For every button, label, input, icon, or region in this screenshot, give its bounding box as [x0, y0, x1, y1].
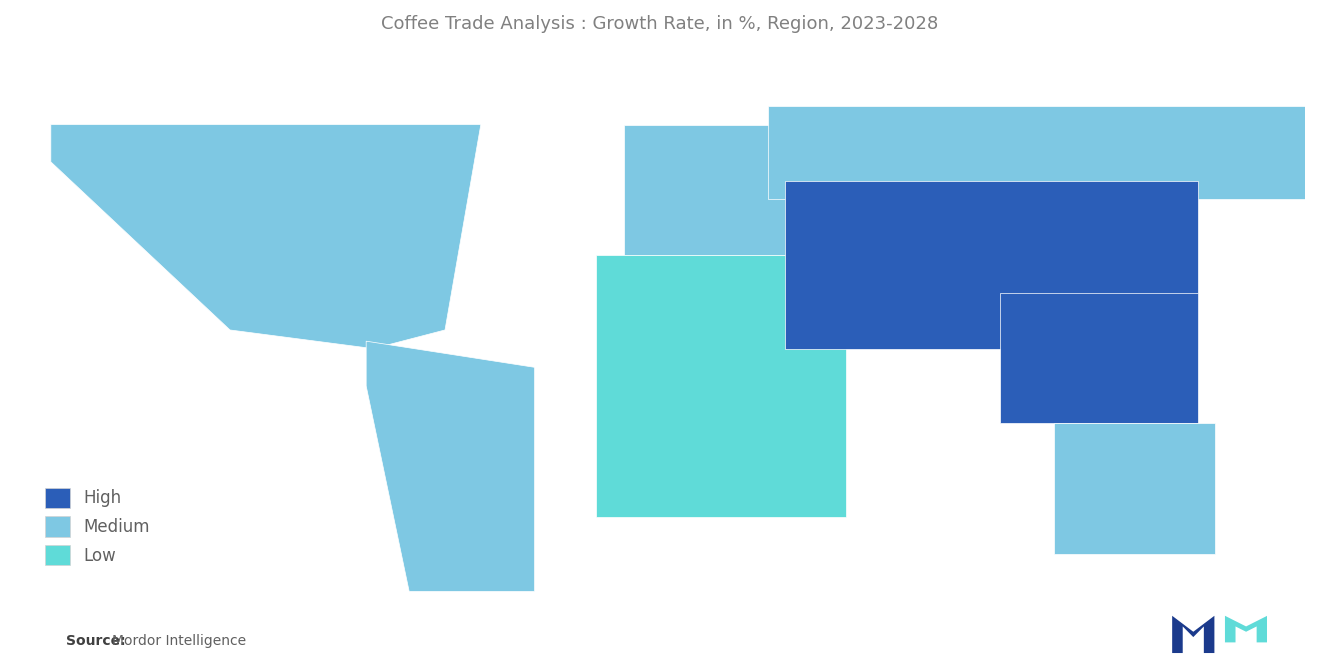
Polygon shape	[1055, 424, 1216, 554]
Polygon shape	[767, 106, 1305, 200]
Text: Mordor Intelligence: Mordor Intelligence	[112, 634, 247, 648]
Polygon shape	[1225, 616, 1267, 642]
Polygon shape	[51, 124, 480, 348]
Polygon shape	[595, 255, 846, 517]
Polygon shape	[785, 181, 1197, 348]
Legend: High, Medium, Low: High, Medium, Low	[36, 479, 157, 574]
Polygon shape	[1001, 293, 1197, 424]
Polygon shape	[366, 341, 535, 591]
Polygon shape	[1172, 616, 1214, 653]
Title: Coffee Trade Analysis : Growth Rate, in %, Region, 2023-2028: Coffee Trade Analysis : Growth Rate, in …	[381, 15, 939, 33]
Text: Source:: Source:	[66, 634, 125, 648]
Polygon shape	[624, 124, 804, 255]
